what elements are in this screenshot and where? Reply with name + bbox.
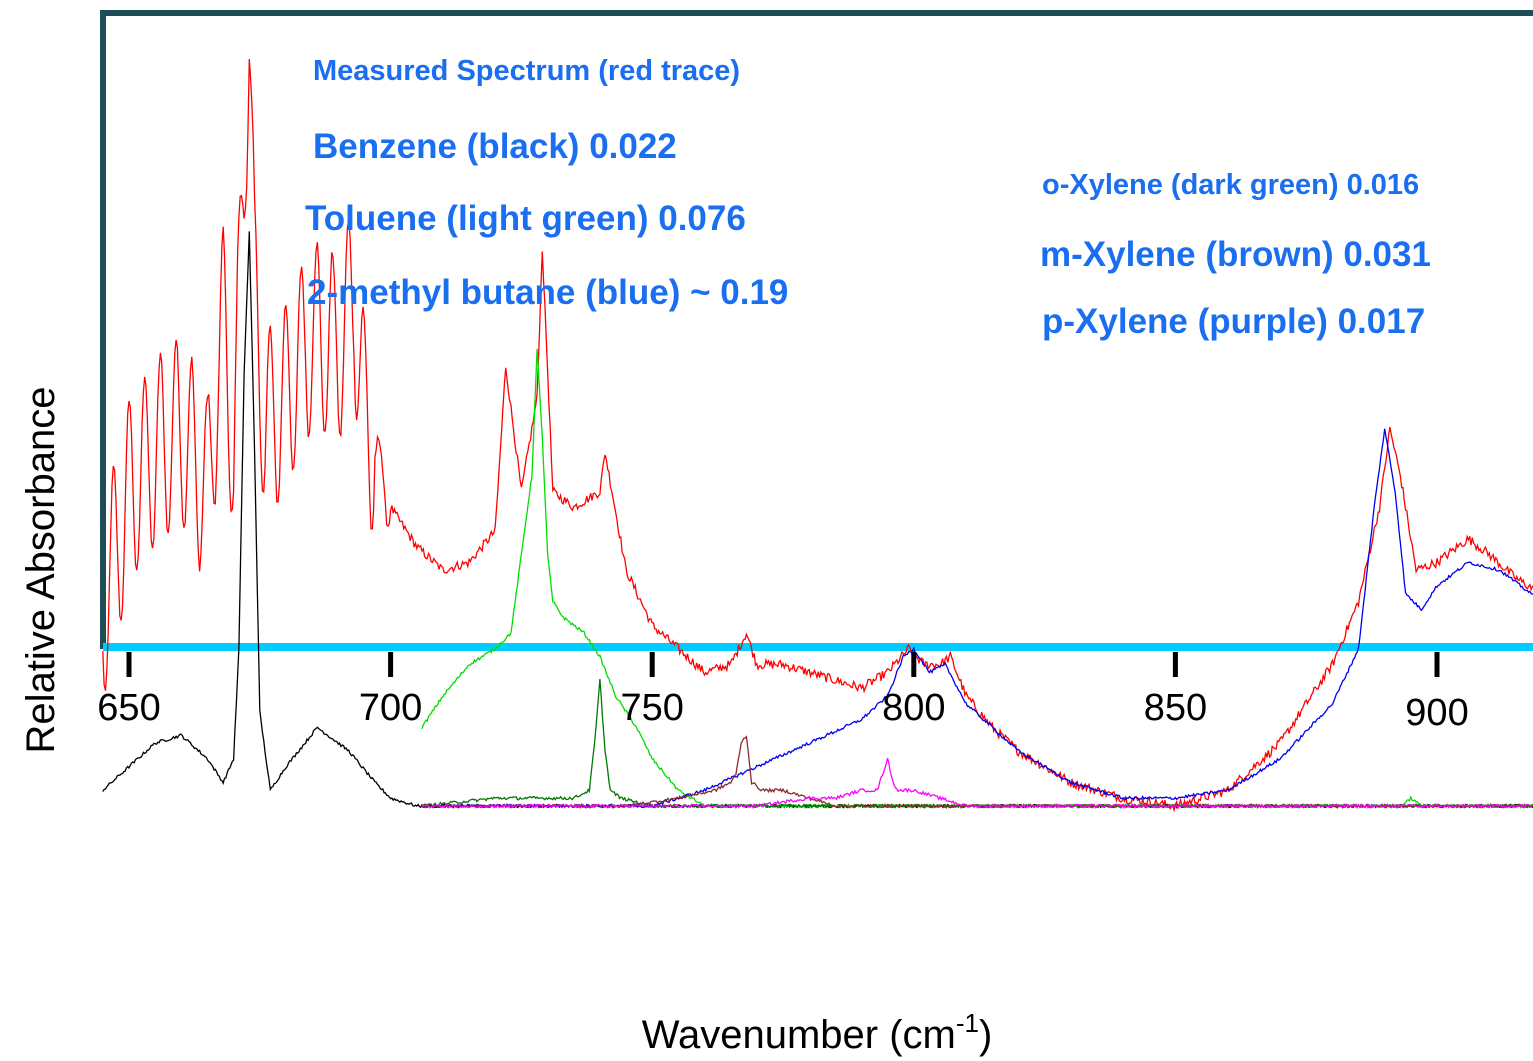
annotation-mxylene: m-Xylene (brown) 0.031: [1040, 235, 1431, 274]
x-axis-title-superscript: -1: [956, 1008, 979, 1038]
x-axis-title: Wavenumber (cm-1): [642, 1008, 993, 1057]
y-axis-title: Relative Absorbance: [19, 387, 63, 754]
annotation-benzene: Benzene (black) 0.022: [313, 127, 677, 166]
annotation-pxylene: p-Xylene (purple) 0.017: [1042, 302, 1425, 341]
series-line-0: [102, 58, 1533, 813]
x-axis-title-tail: ): [979, 1013, 992, 1057]
x-tick-label-700: 700: [359, 687, 422, 729]
series-line-6: [421, 758, 1533, 809]
x-tick-label-650: 650: [97, 687, 160, 729]
series-line-5: [421, 735, 1533, 810]
x-axis-title-main: Wavenumber (cm: [642, 1013, 956, 1057]
x-tick-label-750: 750: [620, 687, 683, 729]
annotation-methylbutane: 2-methyl butane (blue) ~ 0.19: [307, 273, 788, 312]
x-tick-label-900: 900: [1405, 692, 1468, 734]
annotation-toluene: Toluene (light green) 0.076: [305, 199, 746, 238]
series-layer: [102, 58, 1533, 813]
x-tick-label-850: 850: [1144, 687, 1207, 729]
annotation-measured: Measured Spectrum (red trace): [313, 55, 740, 87]
x-axis-highlight-bar: [103, 643, 1533, 651]
series-line-4: [421, 679, 1533, 810]
x-axis-ticks: 650 700 750 800 850 900: [97, 652, 1469, 734]
plot-frame: [100, 10, 1533, 649]
x-tick-label-800: 800: [882, 687, 945, 729]
annotation-oxylene: o-Xylene (dark green) 0.016: [1042, 169, 1419, 201]
